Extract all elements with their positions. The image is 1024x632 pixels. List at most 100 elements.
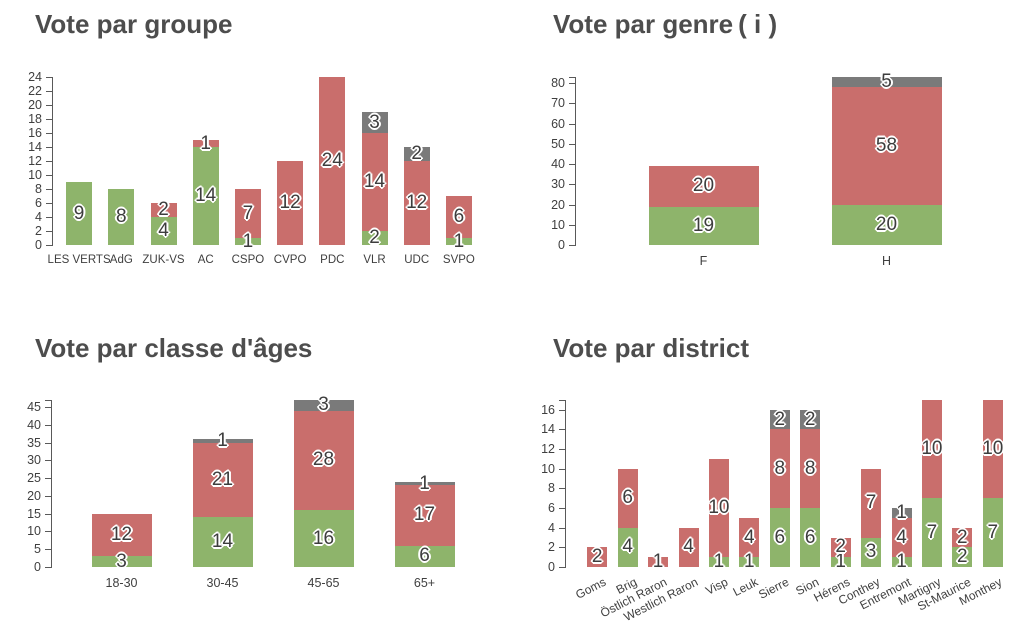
y-axis-tick bbox=[569, 143, 575, 145]
bar-segment-green[interactable] bbox=[921, 498, 942, 567]
x-category-label: F bbox=[699, 254, 708, 268]
bar-segment-green[interactable] bbox=[708, 557, 729, 567]
info-icon[interactable]: ( i ) bbox=[738, 9, 778, 39]
bar-segment-red[interactable] bbox=[861, 468, 882, 538]
bar-segment-green[interactable] bbox=[739, 557, 760, 567]
bar-segment-red[interactable] bbox=[952, 527, 973, 548]
bar-segment-gray[interactable] bbox=[293, 400, 354, 411]
bar-segment-red[interactable] bbox=[678, 527, 699, 567]
y-axis-tick bbox=[46, 133, 52, 134]
bar-segment-red[interactable] bbox=[982, 400, 1003, 499]
bar-segment-red[interactable] bbox=[192, 442, 253, 518]
y-axis-tick-label: 25 bbox=[27, 471, 41, 486]
x-category-label: LES VERTS bbox=[47, 254, 111, 266]
chart-title-classe-dages-text: Vote par classe d'âges bbox=[35, 333, 313, 363]
bar-segment-green[interactable] bbox=[91, 556, 152, 567]
y-axis-tick-label: 30 bbox=[27, 453, 41, 468]
bar-segment-gray[interactable] bbox=[192, 439, 253, 443]
bar-segment-green[interactable] bbox=[982, 498, 1003, 567]
bar-segment-red[interactable] bbox=[361, 133, 388, 231]
bar-segment-green[interactable] bbox=[831, 204, 942, 245]
bar-segment-gray[interactable] bbox=[800, 409, 821, 430]
bar-segment-red[interactable] bbox=[800, 429, 821, 509]
bar-segment-green[interactable] bbox=[830, 557, 851, 567]
y-axis-tick bbox=[46, 105, 52, 106]
bar-segment-gray[interactable] bbox=[403, 147, 430, 161]
bar-segment-red[interactable] bbox=[830, 537, 851, 558]
bar-segment-red[interactable] bbox=[617, 468, 638, 528]
plot-area-groupe: 0 2 4 6 8 10 12 14 16 18 20 22 24 LES VERTS AdG ZUK-VS A… bbox=[0, 0, 512, 310]
y-axis-tick bbox=[45, 478, 51, 480]
chart-card-vote-par-groupe: Vote par groupe 0 2 4 6 8 10 12 14 16 18 20 22 24 LES… bbox=[0, 0, 512, 310]
y-axis-tick bbox=[45, 531, 51, 533]
bar-segment-red[interactable] bbox=[91, 513, 152, 557]
bar-segment-green[interactable] bbox=[952, 547, 973, 567]
y-axis-line bbox=[52, 77, 53, 246]
bar-segment-green[interactable] bbox=[361, 231, 388, 245]
bar-segment-red[interactable] bbox=[769, 429, 790, 509]
bar-segment-green[interactable] bbox=[891, 557, 912, 567]
bar-segment-gray[interactable] bbox=[831, 77, 942, 88]
plot-area-genre: 0 10 20 30 40 50 60 70 80 F H 19 20 20 58 5 bbox=[512, 0, 1024, 310]
bar-segment-green[interactable] bbox=[293, 510, 354, 567]
bar-segment-green[interactable] bbox=[617, 527, 638, 567]
y-axis-tick bbox=[569, 83, 575, 85]
bar-segment-green[interactable] bbox=[394, 545, 455, 567]
chart-title-district: Vote par district bbox=[553, 333, 749, 364]
bar-segment-red[interactable] bbox=[394, 485, 455, 546]
y-axis-tick bbox=[559, 547, 565, 549]
bar-segment-green[interactable] bbox=[234, 238, 261, 245]
y-axis-tick-label: 16 bbox=[28, 126, 42, 140]
bar-segment-gray[interactable] bbox=[361, 112, 388, 133]
y-axis-tick bbox=[569, 245, 575, 246]
bar-segment-red[interactable] bbox=[921, 400, 942, 499]
bar-segment-red[interactable] bbox=[891, 517, 912, 558]
bar-segment-green[interactable] bbox=[150, 217, 177, 245]
bar-segment-red[interactable] bbox=[587, 547, 608, 567]
y-axis-tick-label: 10 bbox=[27, 524, 41, 539]
bar-segment-green[interactable] bbox=[769, 508, 790, 567]
y-axis-tick-label: 80 bbox=[551, 76, 565, 91]
bar-segment-red[interactable] bbox=[648, 557, 669, 567]
bar-segment-gray[interactable] bbox=[891, 508, 912, 518]
x-category-label: CSPO bbox=[231, 254, 265, 266]
bar-segment-red[interactable] bbox=[293, 410, 354, 511]
bar-segment-green[interactable] bbox=[66, 182, 93, 245]
y-axis-tick bbox=[569, 224, 575, 226]
y-axis-tick-label: 30 bbox=[551, 177, 565, 192]
bar-segment-gray[interactable] bbox=[769, 409, 790, 430]
bar-segment-red[interactable] bbox=[150, 203, 177, 217]
y-axis-tick-label: 6 bbox=[548, 501, 555, 516]
y-axis-tick-label: 20 bbox=[28, 98, 42, 112]
bar-segment-green[interactable] bbox=[648, 206, 759, 245]
x-category-label: CVPO bbox=[273, 254, 307, 266]
bar-segment-green[interactable] bbox=[192, 517, 253, 567]
y-axis-tick bbox=[46, 245, 52, 246]
y-axis-tick-label: 4 bbox=[548, 520, 555, 535]
bar-segment-red[interactable] bbox=[445, 196, 472, 238]
bar-segment-red[interactable] bbox=[277, 161, 304, 245]
x-category-label: ZUK-VS bbox=[142, 254, 185, 266]
bar-segment-red[interactable] bbox=[648, 166, 759, 207]
bar-segment-green[interactable] bbox=[192, 147, 219, 245]
bar-segment-red[interactable] bbox=[403, 161, 430, 245]
bar-segment-red[interactable] bbox=[708, 458, 729, 558]
bar-segment-green[interactable] bbox=[861, 537, 882, 567]
bar-segment-red[interactable] bbox=[739, 517, 760, 558]
x-category-label: 65+ bbox=[413, 576, 436, 590]
x-category-label: 18-30 bbox=[105, 576, 138, 590]
bar-segment-red[interactable] bbox=[234, 189, 261, 238]
bar-segment-green[interactable] bbox=[800, 508, 821, 567]
bar-segment-gray[interactable] bbox=[394, 481, 455, 486]
chart-title-groupe: Vote par groupe bbox=[35, 9, 232, 40]
bar-segment-green[interactable] bbox=[108, 189, 135, 245]
bar-segment-green[interactable] bbox=[445, 238, 472, 245]
chart-title-genre-text: Vote par genre bbox=[553, 9, 734, 39]
y-axis-tick-label: 18 bbox=[28, 112, 42, 126]
y-axis-tick-label: 0 bbox=[35, 238, 42, 252]
bar-segment-red[interactable] bbox=[192, 140, 219, 147]
bar-segment-red[interactable] bbox=[319, 77, 346, 245]
y-axis-tick bbox=[569, 103, 575, 105]
bar-segment-red[interactable] bbox=[831, 87, 942, 205]
